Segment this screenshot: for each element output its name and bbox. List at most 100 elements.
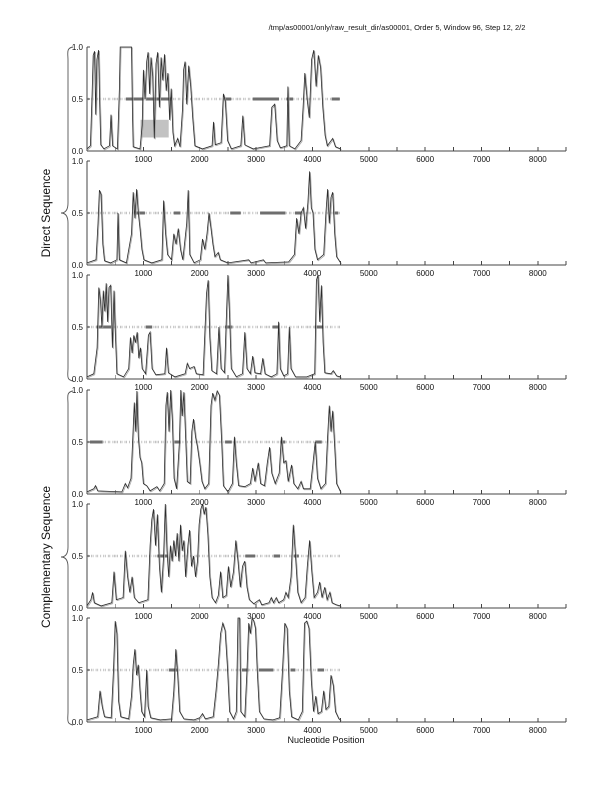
y-tick-label: 1.0: [72, 271, 84, 280]
panel-direct-frame-3: 1000 2000 3000 4000 5000 6000 7000 8000 1.0 0.5 0.…: [72, 271, 567, 392]
threshold-line: [88, 440, 340, 444]
x-tick-label: 7000: [473, 726, 491, 735]
x-tick-label: 5000: [360, 269, 378, 278]
x-tick-label: 8000: [529, 269, 547, 278]
x-tick-label: 4000: [304, 155, 322, 164]
x-tick-label: 2000: [191, 155, 209, 164]
x-tick-label: 8000: [529, 498, 547, 507]
x-tick-label: 8000: [529, 155, 547, 164]
x-tick-marks: [114, 147, 567, 151]
threshold-line: [88, 668, 340, 672]
panel-complementary-frame-3: 1000 2000 3000 4000 5000 6000 7000 8000 1.0 0.5 0.…: [72, 614, 567, 735]
y-tick-marks: [87, 503, 90, 609]
y-tick-marks: [87, 274, 90, 380]
x-tick-label: 1000: [134, 612, 152, 621]
x-axis-title: Nucleotide Position: [287, 735, 365, 745]
signal-curve: [86, 274, 341, 378]
x-tick-label: 3000: [247, 383, 265, 392]
x-tick-label: 6000: [416, 612, 434, 621]
y-tick-label: 1.0: [72, 614, 84, 623]
x-tick-label: 7000: [473, 612, 491, 621]
x-tick-label: 3000: [247, 612, 265, 621]
x-tick-label: 1000: [134, 498, 152, 507]
x-tick-label: 4000: [304, 612, 322, 621]
x-tick-label: 7000: [473, 498, 491, 507]
x-tick-label: 2000: [191, 383, 209, 392]
y-tick-label: 0.5: [72, 323, 84, 332]
y-tick-marks: [87, 46, 90, 152]
x-tick-label: 2000: [191, 612, 209, 621]
panel-direct-frame-1: 1000 2000 3000 4000 5000 6000 7000 8000 1.0 0.5 0.…: [72, 43, 567, 164]
y-tick-label: 0.0: [72, 604, 84, 613]
x-tick-label: 1000: [134, 269, 152, 278]
x-tick-label: 6000: [416, 155, 434, 164]
signal-curve: [86, 503, 341, 607]
x-tick-label: 5000: [360, 498, 378, 507]
x-tick-label: 5000: [360, 612, 378, 621]
y-tick-label: 0.5: [72, 95, 84, 104]
x-tick-label: 6000: [416, 383, 434, 392]
panel-complementary-frame-1: 1000 2000 3000 4000 5000 6000 7000 8000 1.0 0.5 0.…: [72, 386, 567, 507]
x-tick-marks: [114, 261, 567, 265]
x-tick-marks: [114, 490, 567, 494]
y-tick-label: 0.5: [72, 666, 84, 675]
signal-curve-shadow: [87, 172, 342, 265]
x-tick-label: 5000: [360, 155, 378, 164]
y-tick-label: 1.0: [72, 386, 84, 395]
signal-curve: [86, 46, 341, 150]
y-tick-marks: [87, 160, 90, 266]
signal-curve-shadow: [87, 617, 342, 722]
x-tick-label: 6000: [416, 498, 434, 507]
x-tick-label: 4000: [304, 269, 322, 278]
y-tick-marks: [87, 389, 90, 495]
threshold-line: [88, 325, 340, 329]
panel-direct-frame-2: 1000 2000 3000 4000 5000 6000 7000 8000 1.0 0.5 0.…: [72, 157, 567, 278]
x-tick-label: 6000: [416, 269, 434, 278]
y-tick-label: 0.0: [72, 490, 84, 499]
x-tick-label: 7000: [473, 383, 491, 392]
x-tick-marks: [114, 604, 567, 608]
x-tick-label: 4000: [304, 498, 322, 507]
signal-curve-shadow: [87, 504, 342, 608]
signal-curve-shadow: [87, 275, 342, 379]
y-tick-label: 0.5: [72, 438, 84, 447]
x-tick-label: 5000: [360, 383, 378, 392]
y-tick-label: 0.0: [72, 261, 84, 270]
x-tick-marks: [114, 375, 567, 379]
x-tick-label: 8000: [529, 612, 547, 621]
complementary-sequence-brace: [60, 390, 74, 726]
threshold-dark-marks: [89, 440, 322, 444]
threshold-dark-marks: [168, 668, 325, 672]
x-tick-label: 4000: [304, 726, 322, 735]
y-tick-label: 0.5: [72, 552, 84, 561]
direct-sequence-brace: [60, 46, 74, 382]
signal-curve: [86, 616, 341, 721]
y-tick-label: 1.0: [72, 157, 84, 166]
x-tick-label: 2000: [191, 269, 209, 278]
y-tick-marks: [87, 617, 90, 723]
x-tick-label: 8000: [529, 383, 547, 392]
signal-curve-shadow: [87, 47, 342, 151]
y-tick-label: 0.5: [72, 209, 84, 218]
y-tick-label: 0.0: [72, 718, 84, 727]
x-tick-label: 2000: [191, 726, 209, 735]
x-tick-label: 1000: [134, 726, 152, 735]
y-tick-label: 0.0: [72, 375, 84, 384]
x-tick-label: 7000: [473, 155, 491, 164]
x-tick-label: 6000: [416, 726, 434, 735]
x-tick-label: 3000: [247, 269, 265, 278]
y-tick-label: 1.0: [72, 500, 84, 509]
x-tick-label: 3000: [247, 155, 265, 164]
signal-curve: [86, 389, 341, 493]
x-tick-marks: [114, 718, 567, 722]
y-tick-label: 0.0: [72, 147, 84, 156]
panel-complementary-frame-2: 1000 2000 3000 4000 5000 6000 7000 8000 1.0 0.5 0.…: [72, 500, 567, 621]
x-tick-label: 5000: [360, 726, 378, 735]
x-tick-label: 8000: [529, 726, 547, 735]
x-tick-label: 1000: [134, 155, 152, 164]
x-tick-label: 7000: [473, 269, 491, 278]
x-tick-label: 3000: [247, 726, 265, 735]
